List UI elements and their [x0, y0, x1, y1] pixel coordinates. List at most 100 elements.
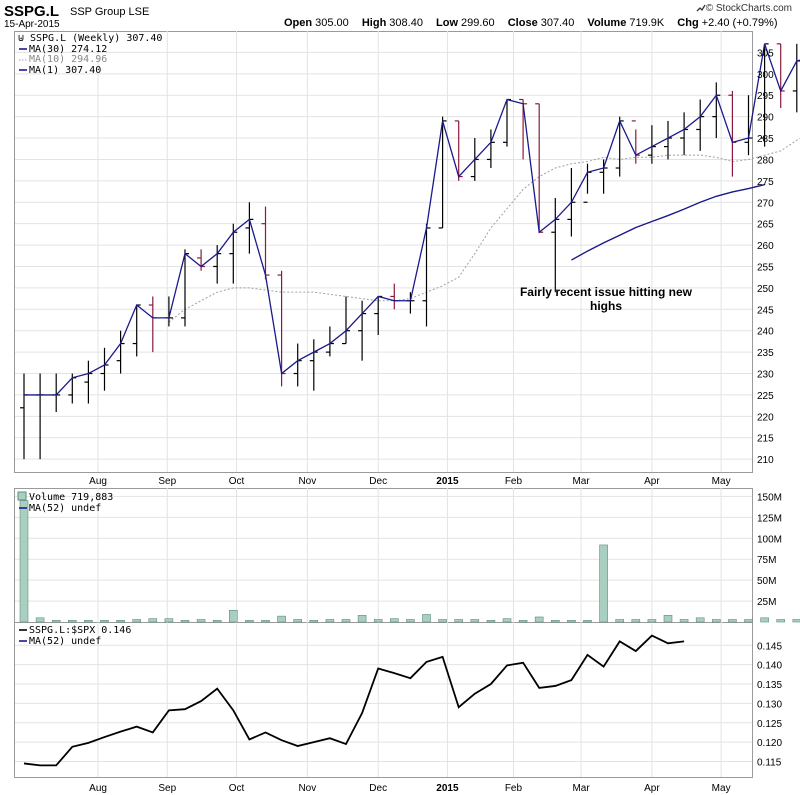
volume-bar	[389, 618, 399, 623]
ohlc-bar	[599, 159, 608, 194]
ratio-line	[23, 634, 685, 767]
volume-bar	[534, 616, 544, 623]
volume-legend-title: Volume 719,883	[29, 492, 113, 503]
volume-bar	[293, 619, 303, 623]
price-y-tick-label: 245	[757, 305, 774, 316]
annotation-line-2: highs	[590, 299, 622, 313]
volume-bar	[583, 620, 592, 623]
ma10-legend: MA(10) 294.96	[29, 54, 107, 65]
x-tick-label: Sep	[158, 476, 176, 487]
volume-bar	[728, 619, 737, 623]
volume-bar	[711, 619, 721, 623]
close-value: 307.40	[540, 17, 575, 29]
volume-y-tick-label: 125M	[757, 513, 782, 524]
volume-bar	[180, 620, 190, 623]
price-legend-icon: ⊎	[18, 33, 24, 44]
grid-layer	[15, 31, 752, 777]
ohlc-bar	[792, 43, 800, 113]
ratio-y-tick-label: 0.130	[757, 699, 782, 710]
open-label: Open	[284, 17, 313, 29]
close-label: Close	[507, 17, 538, 29]
ma1-legend: MA(1) 307.40	[29, 65, 101, 76]
x-tick-label: Mar	[572, 783, 590, 794]
price-y-tick-label: 280	[757, 155, 774, 166]
ma30-legend: MA(30) 274.12	[29, 44, 107, 55]
volume-bar	[470, 619, 480, 623]
price-y-tick-label: 265	[757, 220, 774, 231]
ohlc-bars	[20, 43, 800, 460]
price-y-tick-label: 300	[757, 70, 774, 81]
ratio-y-tick-label: 0.135	[757, 680, 782, 691]
volume-bar	[744, 619, 753, 623]
ma30-line	[571, 183, 765, 261]
ohlc-summary: Open 305.00 High 308.40 Low 299.60 Close 307…	[284, 17, 778, 29]
high-value: 308.40	[389, 17, 423, 29]
ma10-line	[168, 137, 800, 323]
x-tick-label: May	[712, 476, 731, 487]
ratio-panel-frame	[14, 622, 753, 778]
ohlc-bar	[374, 295, 383, 335]
ohlc-bar	[293, 343, 302, 387]
volume-bar	[550, 620, 560, 623]
volume-bar	[406, 619, 415, 623]
ohlc-bar	[454, 120, 463, 181]
ohlc-bar	[261, 206, 270, 280]
volume-y-tick-label: 150M	[757, 492, 782, 503]
ohlc-bar	[309, 339, 318, 391]
price-panel-frame	[14, 31, 753, 473]
volume-legend-swatch	[17, 491, 27, 501]
volume-bar	[309, 620, 319, 623]
volume-bar	[245, 620, 254, 623]
x-tick-label: Dec	[369, 476, 387, 487]
volume-ma-legend: MA(52) undef	[29, 503, 101, 514]
price-y-tick-label: 240	[757, 327, 774, 338]
x-tick-label: Sep	[158, 783, 176, 794]
symbol-title: SSPG.L	[4, 3, 60, 20]
ohlc-bar	[696, 99, 705, 151]
volume-bars	[19, 500, 800, 623]
ohlc-bar	[342, 296, 350, 345]
ratio-legend-title: SSPG.L:$SPX 0.146	[29, 625, 131, 636]
volume-bar	[229, 609, 238, 623]
low-label: Low	[436, 17, 459, 29]
price-y-tick-label: 250	[757, 284, 774, 295]
volume-bar	[277, 615, 286, 623]
volume-bar	[760, 617, 769, 623]
x-tick-label: Nov	[298, 783, 316, 794]
price-y-tick-label: 285	[757, 134, 774, 145]
volume-bar	[454, 619, 464, 623]
volume-value: 719.9K	[629, 17, 665, 29]
volume-bar	[615, 619, 625, 623]
volume-bar	[776, 619, 786, 623]
chg-value: +2.40 (+0.79%)	[701, 17, 778, 29]
volume-bar	[357, 614, 367, 623]
volume-bar	[261, 620, 270, 623]
volume-label: Volume	[587, 17, 627, 29]
x-tick-label: 2015	[436, 783, 459, 794]
price-y-tick-label: 295	[757, 91, 774, 102]
trend-arrow-icon	[696, 5, 706, 12]
volume-bar	[68, 620, 77, 623]
volume-bar	[486, 620, 496, 623]
volume-bar	[341, 619, 351, 623]
ohlc-bar	[164, 296, 173, 327]
volume-bar	[325, 619, 335, 623]
volume-bar	[148, 618, 158, 623]
x-tick-label: May	[712, 783, 731, 794]
volume-bar	[164, 618, 174, 623]
ohlc-bar	[438, 116, 447, 229]
volume-bar	[100, 620, 109, 623]
x-tick-label: Apr	[644, 783, 660, 794]
ohlc-bar	[100, 347, 109, 391]
chg-label: Chg	[677, 17, 699, 29]
volume-y-tick-label: 50M	[757, 576, 776, 587]
x-tick-label: Dec	[369, 783, 387, 794]
high-label: High	[361, 17, 387, 29]
stockcharts-brand[interactable]: © StockCharts.com	[696, 3, 792, 14]
ma10-layer	[168, 137, 800, 323]
volume-bar	[373, 619, 383, 623]
volume-y-tick-label: 75M	[757, 555, 776, 566]
x-tick-label: Aug	[89, 476, 107, 487]
volume-bar	[35, 617, 45, 623]
price-legend-title: SSPG.L (Weekly) 307.40	[30, 33, 162, 44]
